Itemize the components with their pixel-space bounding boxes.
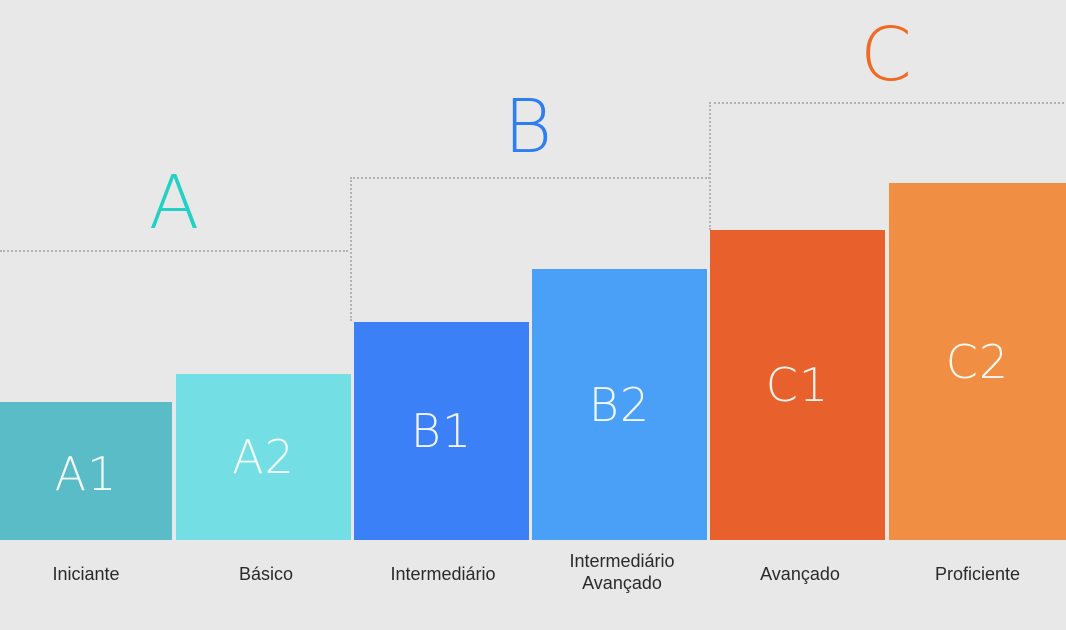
group-letter-b: B [503,84,553,170]
level-bar-c2: C2 [889,183,1066,540]
level-bar-b1: B1 [354,322,529,540]
level-name-b2: Intermediário Avançado [569,551,675,593]
level-name-b1: Intermediário [390,564,496,584]
group-b-guide-line [350,177,710,321]
group-a-guide-line [0,250,348,252]
level-bar-c1: C1 [710,230,885,540]
level-code: A2 [232,430,295,484]
level-bar-b2: B2 [532,269,707,540]
level-code: B1 [410,404,473,458]
group-letter-c: C [860,12,912,98]
level-code: B2 [588,377,651,432]
level-name-c2: Proficiente [934,564,1021,584]
level-name-c1: Avançado [760,564,840,584]
level-name-a1: Iniciante [52,564,120,584]
group-letter-a: A [148,160,200,246]
level-name-a2: Básico [238,564,294,584]
level-code: A1 [54,447,118,501]
group-c-guide-line [709,102,1066,230]
level-code: C2 [945,334,1010,389]
level-code: C1 [765,358,830,412]
level-bar-a2: A2 [176,374,351,540]
level-bar-a1: A1 [0,402,172,540]
